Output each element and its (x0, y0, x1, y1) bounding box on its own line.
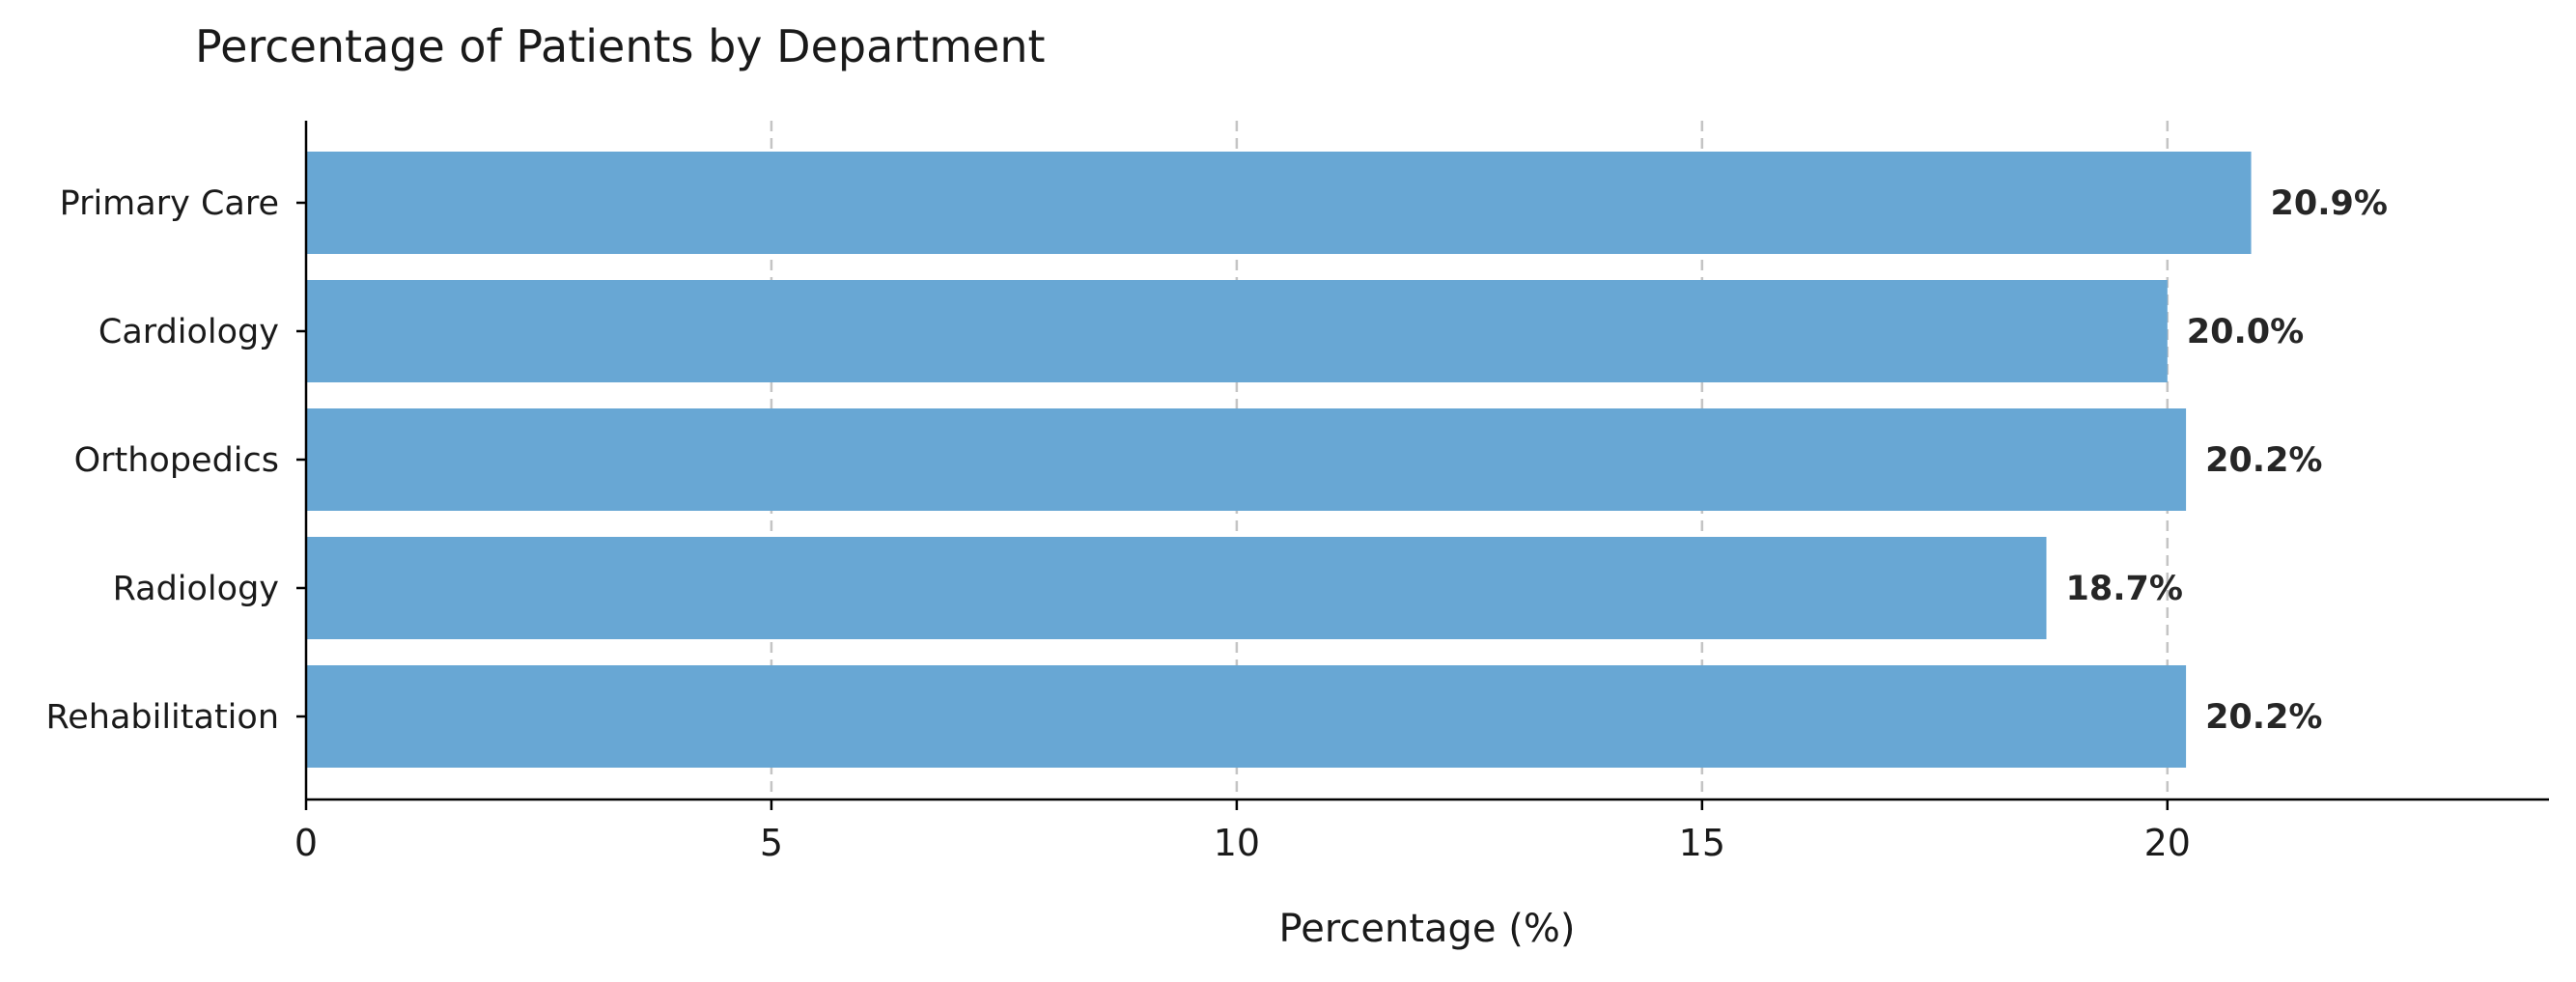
bar (306, 537, 2047, 639)
data-label: 20.9% (2271, 184, 2388, 223)
bar (306, 152, 2252, 254)
category-label: Orthopedics (74, 441, 279, 480)
x-tick-label: 10 (1214, 822, 1260, 864)
category-label: Primary Care (60, 184, 279, 223)
category-label: Cardiology (98, 313, 279, 351)
x-tick-label: 5 (760, 822, 783, 864)
data-label: 20.0% (2187, 313, 2304, 351)
x-axis-label: Percentage (%) (1279, 907, 1576, 951)
bar (306, 408, 2187, 511)
axes (296, 121, 2549, 810)
bar (306, 280, 2168, 382)
x-tick-label: 15 (1679, 822, 1725, 864)
x-tick-label: 20 (2144, 822, 2191, 864)
category-label: Rehabilitation (45, 698, 279, 737)
data-label: 20.2% (2205, 698, 2322, 737)
bars (306, 152, 2252, 768)
category-label: Radiology (113, 570, 279, 608)
bar (306, 665, 2187, 768)
x-tick-label: 0 (294, 822, 318, 864)
chart-title: Percentage of Patients by Department (195, 20, 1046, 72)
data-label: 18.7% (2065, 570, 2182, 608)
data-label: 20.2% (2205, 441, 2322, 480)
labels: Primary Care 20.9% Cardiology 20.0% Orthoped… (45, 184, 2388, 864)
